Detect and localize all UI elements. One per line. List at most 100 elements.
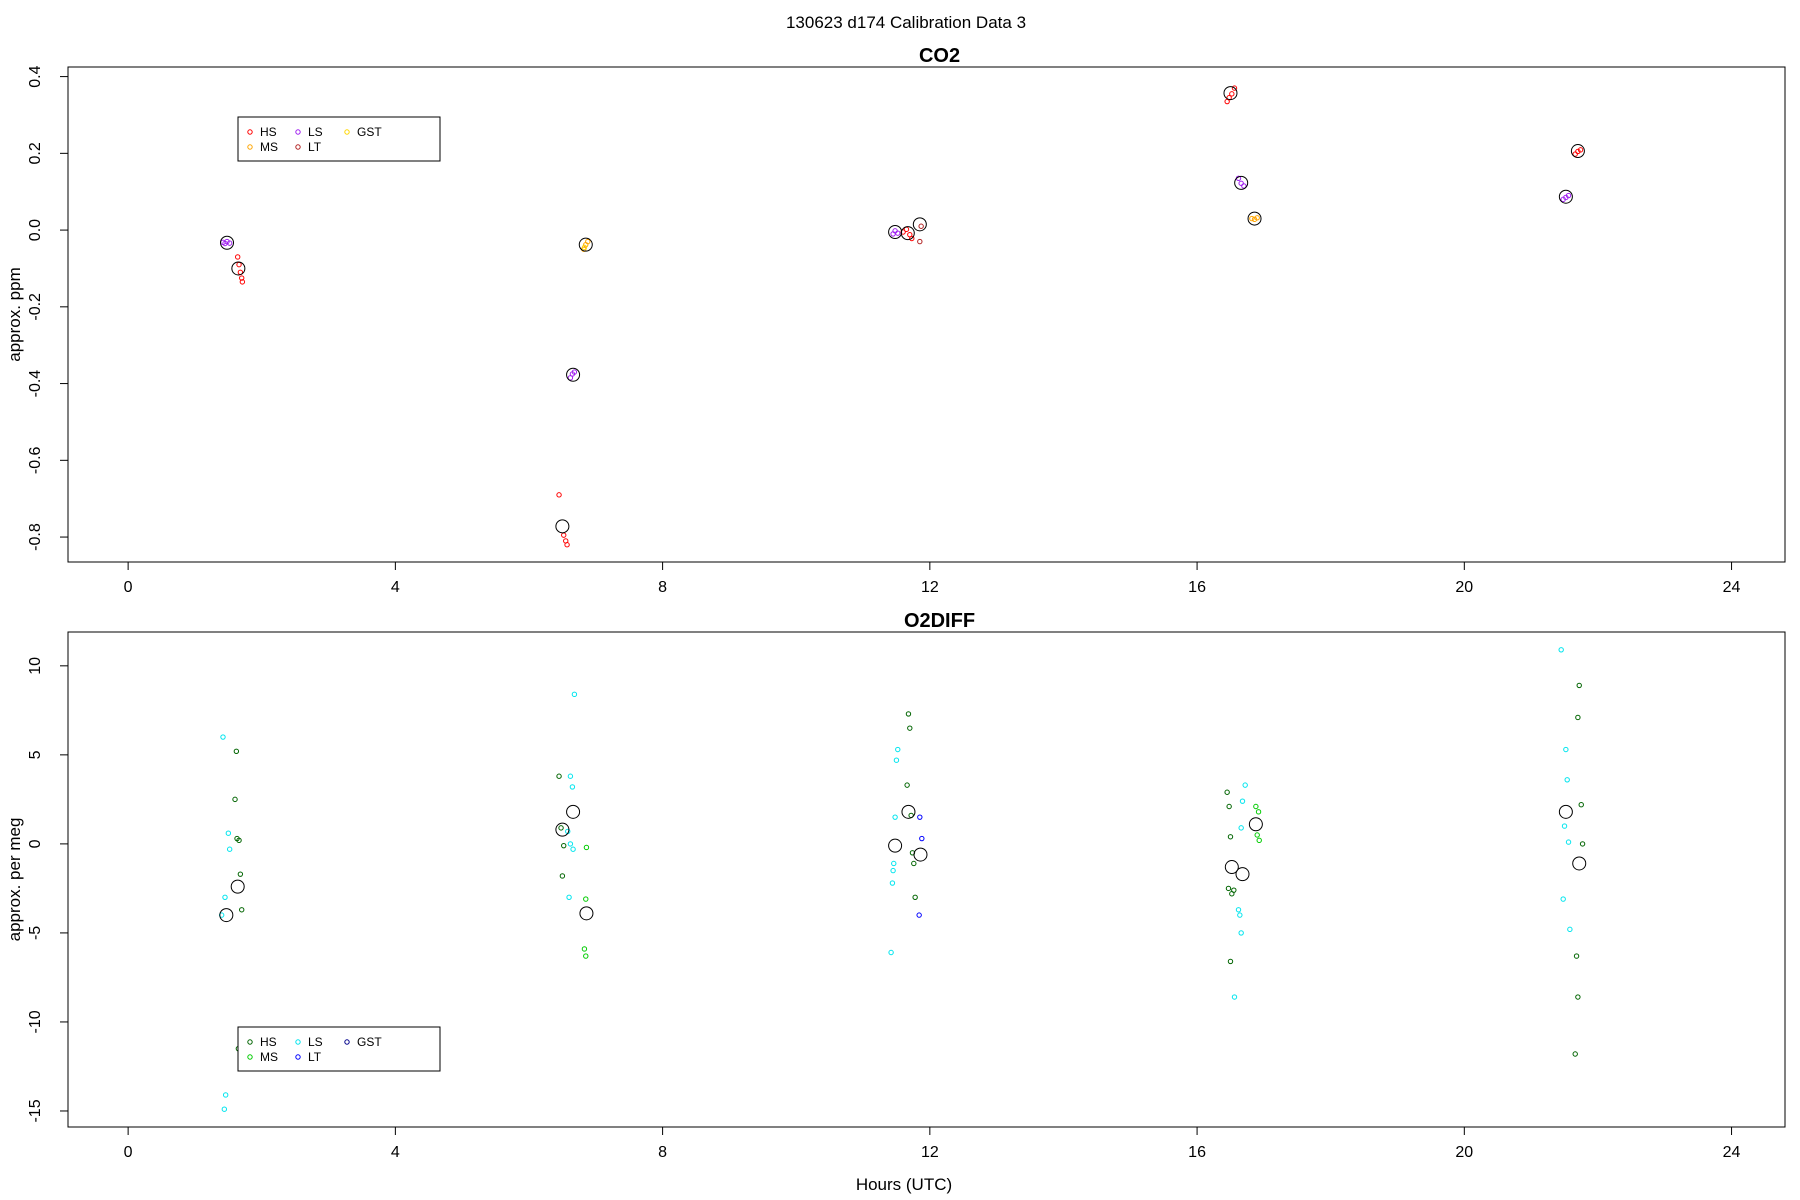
o2diff-point-ms (581, 946, 588, 952)
o2diff-point-hs (237, 871, 244, 877)
o2diff-point-ls (222, 1092, 229, 1098)
co2-legend-label: LS (308, 125, 323, 139)
co2-legend-label: LT (308, 140, 322, 154)
o2diff-point-hs (904, 782, 910, 788)
co2-legend-symbol (247, 129, 253, 135)
o2diff-data-points (218, 647, 1586, 1112)
o2diff-y-tick-label: -15 (27, 1099, 44, 1122)
o2diff-y-axis-label: approx. per meg (5, 818, 24, 942)
co2-x-tick-label: 24 (1723, 579, 1741, 596)
o2diff-point-hs (239, 907, 245, 913)
co2-point-lt (917, 238, 923, 245)
co2-point-ms (1249, 215, 1255, 222)
o2diff-point-ls (893, 757, 900, 763)
co2-y-axis-label: approx. ppm (5, 267, 24, 362)
o2diff-point-ls (1564, 777, 1570, 783)
o2diff-point-hs (1578, 802, 1584, 808)
co2-point-ls (1241, 183, 1247, 189)
o2diff-point-ms (583, 953, 589, 959)
co2-point-hs (234, 254, 241, 260)
o2diff-point-ms (583, 844, 590, 851)
co2-legend-symbol (344, 129, 350, 135)
o2diff-mean-marker (219, 908, 234, 923)
co2-panel-title: CO2 (919, 45, 960, 67)
co2-legend-label: MS (260, 140, 278, 154)
o2diff-point-ms (1256, 837, 1262, 844)
co2-legend-label: GST (357, 125, 382, 139)
o2diff-point-hs (1575, 994, 1581, 1000)
co2-x-tick-label: 20 (1455, 579, 1473, 596)
o2diff-point-ls (225, 830, 232, 836)
o2diff-point-hs (1575, 714, 1581, 721)
o2diff-x-tick-label: 16 (1188, 1144, 1206, 1161)
o2diff-y-tick-label: -5 (27, 926, 44, 940)
o2diff-point-ls (566, 894, 572, 901)
o2diff-point-ls (226, 846, 233, 852)
o2diff-y-tick-label: 10 (27, 657, 44, 675)
o2diff-x-tick-label: 8 (658, 1144, 667, 1161)
co2-data-points (220, 85, 1584, 548)
o2diff-point-hs (1579, 841, 1586, 847)
o2diff-legend-symbol (344, 1039, 350, 1045)
co2-legend-label: HS (260, 125, 277, 139)
o2diff-point-ls (222, 894, 228, 901)
co2-point-gst (581, 244, 588, 251)
co2-point-hs (1577, 147, 1584, 153)
o2diff-panel: O2DIFF approx. per meg Hours (UTC) 0 4 8 12… (5, 610, 1786, 1194)
co2-point-hs (1575, 148, 1581, 155)
o2diff-mean-markers (219, 804, 1587, 923)
o2diff-point-ls (1565, 839, 1572, 845)
co2-y-tick-label: 0.4 (27, 65, 44, 87)
co2-mean-marker (1558, 189, 1573, 204)
co2-x-tick-label: 8 (658, 579, 667, 596)
co2-mean-marker (900, 226, 915, 241)
o2diff-point-ls (1561, 823, 1568, 829)
co2-y-tick-label: -0.2 (27, 293, 44, 321)
o2diff-mean-marker (913, 847, 928, 862)
co2-mean-marker (231, 261, 246, 276)
co2-point-hs (564, 542, 570, 548)
co2-mean-marker (566, 367, 581, 382)
co2-point-hs (1231, 85, 1238, 91)
o2diff-mean-marker (1572, 856, 1587, 871)
co2-x-tick-label: 12 (921, 579, 939, 596)
co2-mean-marker (220, 235, 235, 250)
o2diff-point-ms (1253, 803, 1259, 810)
o2diff-point-ls (1235, 907, 1242, 913)
co2-point-ls (571, 369, 578, 375)
o2diff-legend-box (237, 1026, 441, 1072)
o2diff-legend-label: LT (308, 1050, 322, 1064)
o2diff-mean-marker (230, 879, 245, 894)
o2diff-x-tick-label: 4 (391, 1144, 400, 1161)
o2diff-point-ls (895, 746, 901, 753)
o2diff-point-ls (1239, 798, 1246, 804)
o2diff-point-ms (1255, 809, 1262, 815)
co2-y-tick-label: -0.8 (27, 523, 44, 551)
o2diff-y-axis: -15 -10 -5 0 5 10 (27, 657, 69, 1123)
co2-point-ls (226, 240, 233, 246)
o2diff-mean-marker (1235, 867, 1250, 882)
o2diff-mean-marker (555, 822, 570, 837)
o2diff-point-hs (905, 711, 912, 717)
co2-point-ls (224, 238, 230, 245)
co2-mean-marker (912, 217, 927, 232)
o2diff-legend-label: GST (357, 1035, 382, 1049)
co2-legend-symbol (247, 144, 253, 150)
o2diff-point-hs (233, 748, 240, 754)
o2diff-point-ls (890, 867, 896, 874)
o2diff-point-hs (1572, 1051, 1578, 1057)
o2diff-x-tick-label: 20 (1455, 1144, 1473, 1161)
o2diff-point-lt (919, 835, 925, 842)
co2-point-ls (895, 230, 901, 236)
co2-point-hs (556, 492, 562, 498)
o2diff-point-ls (1558, 647, 1564, 653)
co2-point-hs (1572, 151, 1578, 157)
o2diff-point-ls (1563, 746, 1569, 753)
co2-point-ls (1565, 192, 1572, 199)
co2-point-lt (918, 223, 924, 229)
o2diff-x-axis-label: Hours (UTC) (856, 1175, 952, 1194)
co2-x-tick-label: 0 (124, 579, 133, 596)
o2diff-point-ls (891, 860, 897, 867)
o2diff-x-axis: 0 4 8 12 16 20 24 (124, 1126, 1741, 1161)
